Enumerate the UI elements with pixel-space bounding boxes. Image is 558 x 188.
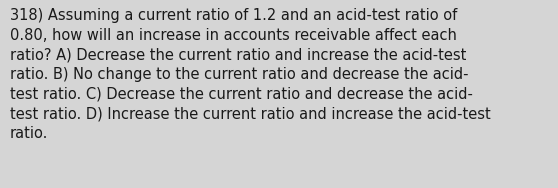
Text: 318) Assuming a current ratio of 1.2 and an acid-test ratio of
0.80, how will an: 318) Assuming a current ratio of 1.2 and… [10, 8, 491, 141]
